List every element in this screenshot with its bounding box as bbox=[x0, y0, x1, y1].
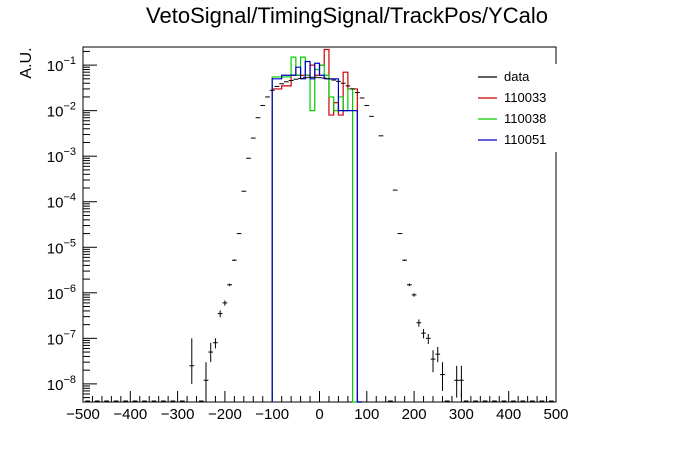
series-layer bbox=[271, 48, 363, 403]
chart-title: VetoSignal/TimingSignal/TrackPos/YCalo bbox=[146, 3, 548, 28]
y-tick-label: 10−7 bbox=[47, 328, 76, 348]
data-points-layer bbox=[85, 76, 554, 402]
data-point bbox=[411, 293, 417, 297]
data-point bbox=[217, 310, 223, 318]
y-axis-ticks: 10−8 10−7 10−6 10−5 10−4 10−3 10−2 10−1 bbox=[47, 50, 97, 403]
x-tick-label: 0 bbox=[315, 406, 323, 423]
data-point bbox=[397, 233, 403, 235]
data-point bbox=[231, 259, 237, 261]
x-tick-label: 200 bbox=[402, 406, 427, 423]
data-point bbox=[430, 350, 436, 373]
x-tick-label: −500 bbox=[66, 406, 100, 423]
legend-box bbox=[471, 64, 563, 152]
data-point bbox=[227, 283, 232, 287]
x-tick-label: −200 bbox=[208, 406, 242, 423]
legend-label-data: data bbox=[504, 69, 530, 84]
x-tick-label: 500 bbox=[543, 406, 568, 423]
data-point bbox=[189, 338, 195, 384]
data-point bbox=[208, 342, 214, 363]
data-point bbox=[459, 365, 464, 398]
y-tick-label: 10−4 bbox=[47, 192, 76, 212]
data-point bbox=[454, 365, 460, 398]
legend-label-110051: 110051 bbox=[504, 132, 546, 147]
data-point bbox=[416, 319, 422, 327]
series-110051-step bbox=[271, 60, 363, 403]
legend: data 110033 110038 110051 bbox=[478, 69, 546, 147]
data-point bbox=[407, 283, 412, 287]
y-tick-label: 10−8 bbox=[47, 374, 76, 394]
data-point bbox=[425, 333, 431, 345]
data-point bbox=[440, 362, 445, 391]
data-point bbox=[236, 233, 242, 235]
x-tick-label: 100 bbox=[354, 406, 379, 423]
series-110038-step bbox=[271, 56, 363, 403]
y-axis-title: A.U. bbox=[18, 47, 35, 78]
x-tick-label: 300 bbox=[449, 406, 474, 423]
x-tick-label: −300 bbox=[161, 406, 195, 423]
data-point bbox=[222, 300, 228, 306]
legend-label-110038: 110038 bbox=[504, 111, 546, 126]
data-point bbox=[213, 338, 218, 349]
y-tick-label: 10−1 bbox=[47, 55, 76, 75]
data-point bbox=[435, 346, 441, 363]
data-point bbox=[203, 362, 209, 398]
legend-label-110033: 110033 bbox=[504, 90, 546, 105]
series-110033-step bbox=[271, 48, 363, 403]
x-tick-label: −400 bbox=[113, 406, 147, 423]
y-tick-label: 10−3 bbox=[47, 146, 76, 166]
y-tick-label: 10−5 bbox=[47, 237, 76, 257]
x-axis-ticks: −500 −400 −300 −200 −100 0 100 200 300 400 500 bbox=[66, 391, 569, 423]
data-point bbox=[421, 329, 426, 339]
y-tick-label: 10−2 bbox=[47, 101, 76, 121]
data-point bbox=[402, 259, 408, 261]
x-tick-label: −100 bbox=[255, 406, 289, 423]
x-tick-label: 400 bbox=[496, 406, 521, 423]
y-tick-label: 10−6 bbox=[47, 283, 76, 303]
